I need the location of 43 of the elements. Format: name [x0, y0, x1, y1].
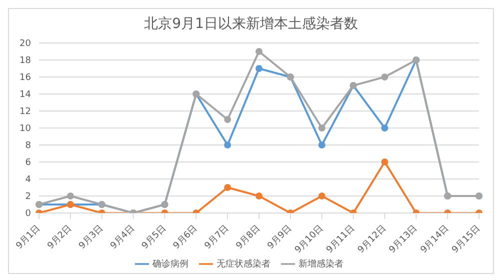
x-tick-label: 9月10日: [293, 223, 326, 256]
point: [224, 116, 232, 123]
x-tick-label: 9月8日: [234, 223, 263, 252]
point: [256, 48, 262, 55]
point: [381, 74, 388, 80]
y-tick-label: 6: [25, 158, 32, 168]
x-tick-label: 9月12日: [356, 223, 388, 256]
y-tick-label: 8: [25, 141, 32, 152]
point: [66, 192, 74, 200]
x-tick-label: 9月11日: [324, 223, 357, 256]
x-tick-label: 9月5日: [140, 223, 168, 252]
legend-label: 无症状感染者: [216, 259, 270, 270]
x-tick-label: 9月13日: [388, 223, 420, 256]
point: [224, 184, 232, 191]
x-tick-label: 9月3日: [77, 223, 106, 252]
y-tick-label: 0: [25, 209, 32, 220]
y-tick-label: 2: [25, 192, 31, 202]
x-tick-label: 9月4日: [108, 223, 137, 252]
legend-label: 确诊病例: [152, 259, 188, 270]
y-tick-label: 18: [20, 56, 32, 66]
point: [256, 65, 262, 72]
point: [381, 158, 388, 166]
y-tick-label: 20: [20, 39, 32, 50]
x-tick-label: 9月7日: [203, 223, 232, 252]
x-tick-label: 9月6日: [172, 223, 200, 252]
point: [318, 192, 326, 200]
y-tick-label: 4: [25, 175, 32, 186]
y-tick-label: 12: [20, 107, 31, 118]
x-tick-label: 9月9日: [266, 223, 294, 252]
y-tick-label: 16: [20, 73, 32, 84]
point: [256, 192, 262, 200]
y-tick-label: 10: [20, 124, 32, 134]
x-tick-label: 9月2日: [46, 223, 74, 252]
point: [318, 124, 326, 132]
point: [224, 142, 232, 148]
point: [381, 124, 388, 132]
x-tick-label: 9月1日: [14, 223, 43, 252]
x-tick-label: 9月14日: [419, 223, 452, 256]
y-tick-label: 14: [20, 90, 32, 100]
chart-title: 北京9月1日以来新增本土感染者数: [143, 15, 359, 34]
point: [318, 142, 326, 148]
legend-label: 新增感染者: [298, 259, 344, 270]
x-tick-label: 9月15日: [450, 223, 483, 256]
